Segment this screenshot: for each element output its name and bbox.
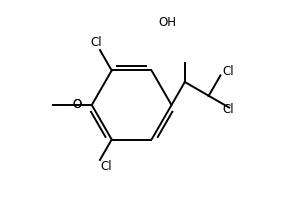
Text: OH: OH bbox=[158, 16, 176, 29]
Text: Cl: Cl bbox=[90, 36, 102, 49]
Text: Cl: Cl bbox=[100, 160, 112, 173]
Text: O: O bbox=[73, 98, 82, 112]
Text: Cl: Cl bbox=[223, 103, 234, 116]
Text: O: O bbox=[73, 98, 82, 112]
Text: Cl: Cl bbox=[223, 65, 234, 78]
